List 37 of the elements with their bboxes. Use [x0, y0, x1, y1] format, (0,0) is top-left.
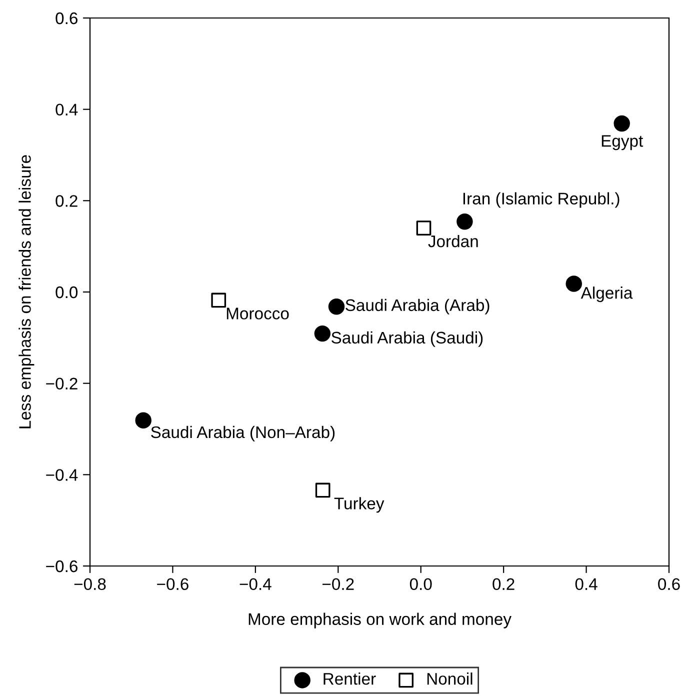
x-tick-label: −0.4	[240, 578, 272, 590]
point	[135, 412, 152, 428]
point	[456, 214, 473, 230]
annotation: Saudi Arabia (Saudi)	[332, 331, 483, 347]
point	[314, 325, 331, 342]
point	[211, 292, 226, 308]
y-tick-label: −0.6	[46, 560, 78, 572]
annotation: Turkey	[334, 497, 384, 513]
point	[315, 482, 330, 498]
legend-label: Nonoil	[427, 672, 472, 685]
y-tick-label: 0.2	[56, 195, 78, 207]
x-tick-label: 0.0	[410, 578, 432, 590]
annotation: Algeria	[580, 286, 633, 302]
annotation: Morocco	[226, 308, 289, 320]
annotation: Egypt	[602, 135, 644, 150]
x-tick-label: −0.6	[157, 578, 188, 590]
x-tick-label: 0.2	[492, 578, 514, 590]
y-tick-label: −0.2	[46, 378, 78, 390]
x-tick-label: −0.2	[322, 578, 354, 590]
annotation: Saudi Arabia (Arab)	[346, 298, 490, 314]
y-axis-title: Less emphasis on friends and leisure	[18, 155, 34, 428]
legend-label: Rentier	[324, 672, 376, 685]
y-tick-label: −0.4	[46, 469, 78, 481]
x-tick-label: 0.6	[658, 578, 680, 590]
y-tick-label: 0.0	[56, 286, 78, 298]
y-tick-label: 0.6	[56, 12, 78, 24]
point	[614, 115, 630, 132]
x-tick-label: 0.4	[575, 578, 598, 590]
point	[566, 276, 582, 292]
x-axis-title: More emphasis on work and money	[248, 612, 512, 628]
y-tick-label: 0.4	[56, 104, 78, 116]
annotation: Jordan	[428, 235, 478, 248]
annotation: Saudi Arabia (Non–Arab)	[151, 426, 335, 442]
annotation: Iran (Islamic Republ.)	[463, 192, 620, 208]
point	[416, 220, 432, 236]
point	[328, 298, 345, 315]
x-tick-label: −0.8	[74, 578, 106, 590]
